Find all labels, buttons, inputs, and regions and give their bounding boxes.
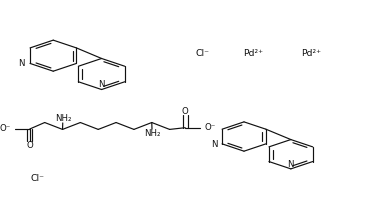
Text: O⁻: O⁻ <box>205 123 216 132</box>
Text: Cl⁻: Cl⁻ <box>196 49 210 58</box>
Text: O: O <box>182 107 188 116</box>
Text: Pd²⁺: Pd²⁺ <box>244 49 264 58</box>
Text: O⁻: O⁻ <box>0 125 11 133</box>
Text: N: N <box>98 80 105 89</box>
Text: Pd²⁺: Pd²⁺ <box>301 49 321 58</box>
Text: N: N <box>211 140 217 149</box>
Text: NH₂: NH₂ <box>144 129 161 138</box>
Text: NH₂: NH₂ <box>55 114 72 123</box>
Text: N: N <box>19 59 25 68</box>
Text: N: N <box>288 160 294 169</box>
Text: O: O <box>26 141 33 150</box>
Text: Cl⁻: Cl⁻ <box>30 174 44 183</box>
